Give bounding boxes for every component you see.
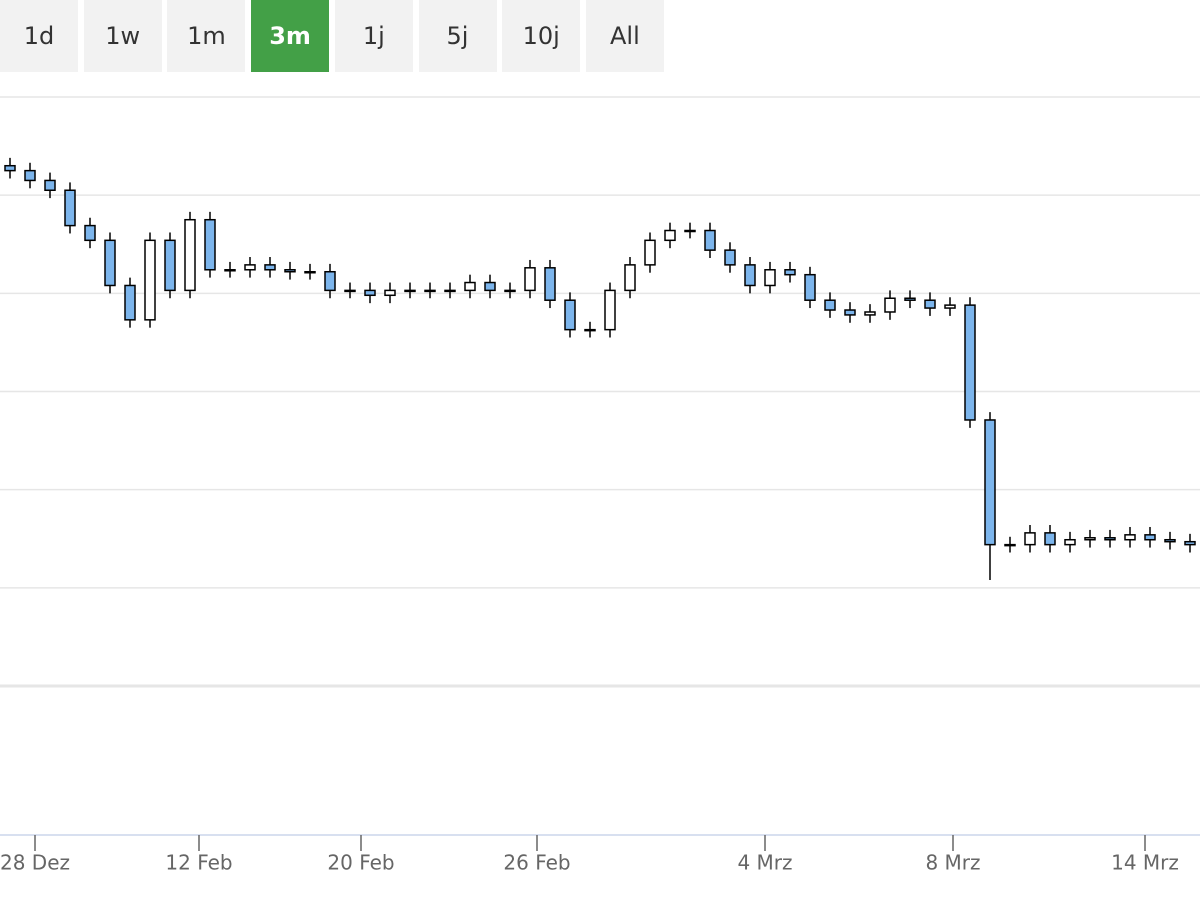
range-button[interactable]: 5j bbox=[418, 0, 497, 72]
range-button[interactable]: 1w bbox=[83, 0, 162, 72]
candle-body bbox=[684, 229, 696, 233]
candle-body bbox=[384, 289, 396, 297]
candle-body bbox=[644, 239, 656, 266]
range-button[interactable]: 10j bbox=[502, 0, 581, 72]
candle-body bbox=[624, 264, 636, 292]
candle-body bbox=[124, 284, 136, 321]
x-tick-label: 12 Feb bbox=[165, 851, 232, 875]
candle-body bbox=[404, 289, 416, 293]
candle-body bbox=[524, 267, 536, 292]
candle-body bbox=[144, 239, 156, 321]
candle-body bbox=[424, 289, 436, 293]
candle-body bbox=[1044, 532, 1056, 546]
candle-body bbox=[504, 289, 516, 293]
candle-body bbox=[364, 289, 376, 297]
candle-body bbox=[704, 229, 716, 251]
candle-body bbox=[304, 270, 316, 274]
candle-body bbox=[584, 328, 596, 332]
candle-body bbox=[464, 281, 476, 292]
x-tick-label: 4 Mrz bbox=[737, 851, 792, 875]
candle-body bbox=[1024, 532, 1036, 546]
candle-body bbox=[784, 269, 796, 276]
candle-body bbox=[284, 269, 296, 273]
candle-body bbox=[884, 297, 896, 313]
candle-body bbox=[1184, 540, 1196, 546]
candle-body bbox=[604, 289, 616, 331]
candle-body bbox=[764, 269, 776, 287]
x-tick-label: 26 Feb bbox=[503, 851, 570, 875]
x-tick-label: 20 Feb bbox=[327, 851, 394, 875]
candle-body bbox=[444, 289, 456, 293]
candle-body bbox=[44, 179, 56, 192]
candle-body bbox=[904, 297, 916, 301]
candle-body bbox=[1064, 538, 1076, 546]
candle-body bbox=[104, 239, 116, 287]
candle-body bbox=[804, 273, 816, 301]
range-button[interactable]: 1j bbox=[334, 0, 413, 72]
candle-body bbox=[664, 229, 676, 242]
candle-body bbox=[484, 281, 496, 292]
candle-body bbox=[1004, 543, 1016, 547]
candle-body bbox=[744, 264, 756, 287]
candle-body bbox=[824, 299, 836, 311]
candle-body bbox=[64, 189, 76, 227]
candle-body bbox=[984, 419, 996, 546]
candle-body bbox=[564, 299, 576, 331]
x-tick-label: 28 Dez bbox=[0, 851, 70, 875]
candle-body bbox=[844, 309, 856, 316]
candle-body bbox=[324, 270, 336, 292]
candle-body bbox=[204, 218, 216, 271]
candle-body bbox=[1144, 534, 1156, 541]
candle-body bbox=[244, 264, 256, 271]
candle-body bbox=[184, 218, 196, 292]
candle-body bbox=[264, 264, 276, 271]
candle-body bbox=[964, 304, 976, 421]
candle-body bbox=[1164, 538, 1176, 543]
candle-body bbox=[224, 269, 236, 272]
range-button[interactable]: All bbox=[585, 0, 664, 72]
range-button[interactable]: 1m bbox=[167, 0, 246, 72]
candle-body bbox=[724, 249, 736, 266]
range-button[interactable]: 1d bbox=[0, 0, 78, 72]
candle-body bbox=[24, 169, 36, 182]
candle-body bbox=[84, 224, 96, 242]
range-button[interactable]: 3m bbox=[251, 0, 330, 72]
x-tick-label: 8 Mrz bbox=[925, 851, 980, 875]
candle-body bbox=[864, 311, 876, 316]
candle-body bbox=[164, 239, 176, 292]
candle-body bbox=[544, 267, 556, 301]
candle-body bbox=[1104, 537, 1116, 541]
candle-body bbox=[924, 299, 936, 309]
candle-body bbox=[4, 164, 16, 172]
candle-body bbox=[344, 289, 356, 293]
candle-body bbox=[944, 304, 956, 309]
candle-body bbox=[1084, 537, 1096, 541]
x-tick-label: 14 Mrz bbox=[1111, 851, 1179, 875]
candle-body bbox=[1124, 534, 1136, 541]
